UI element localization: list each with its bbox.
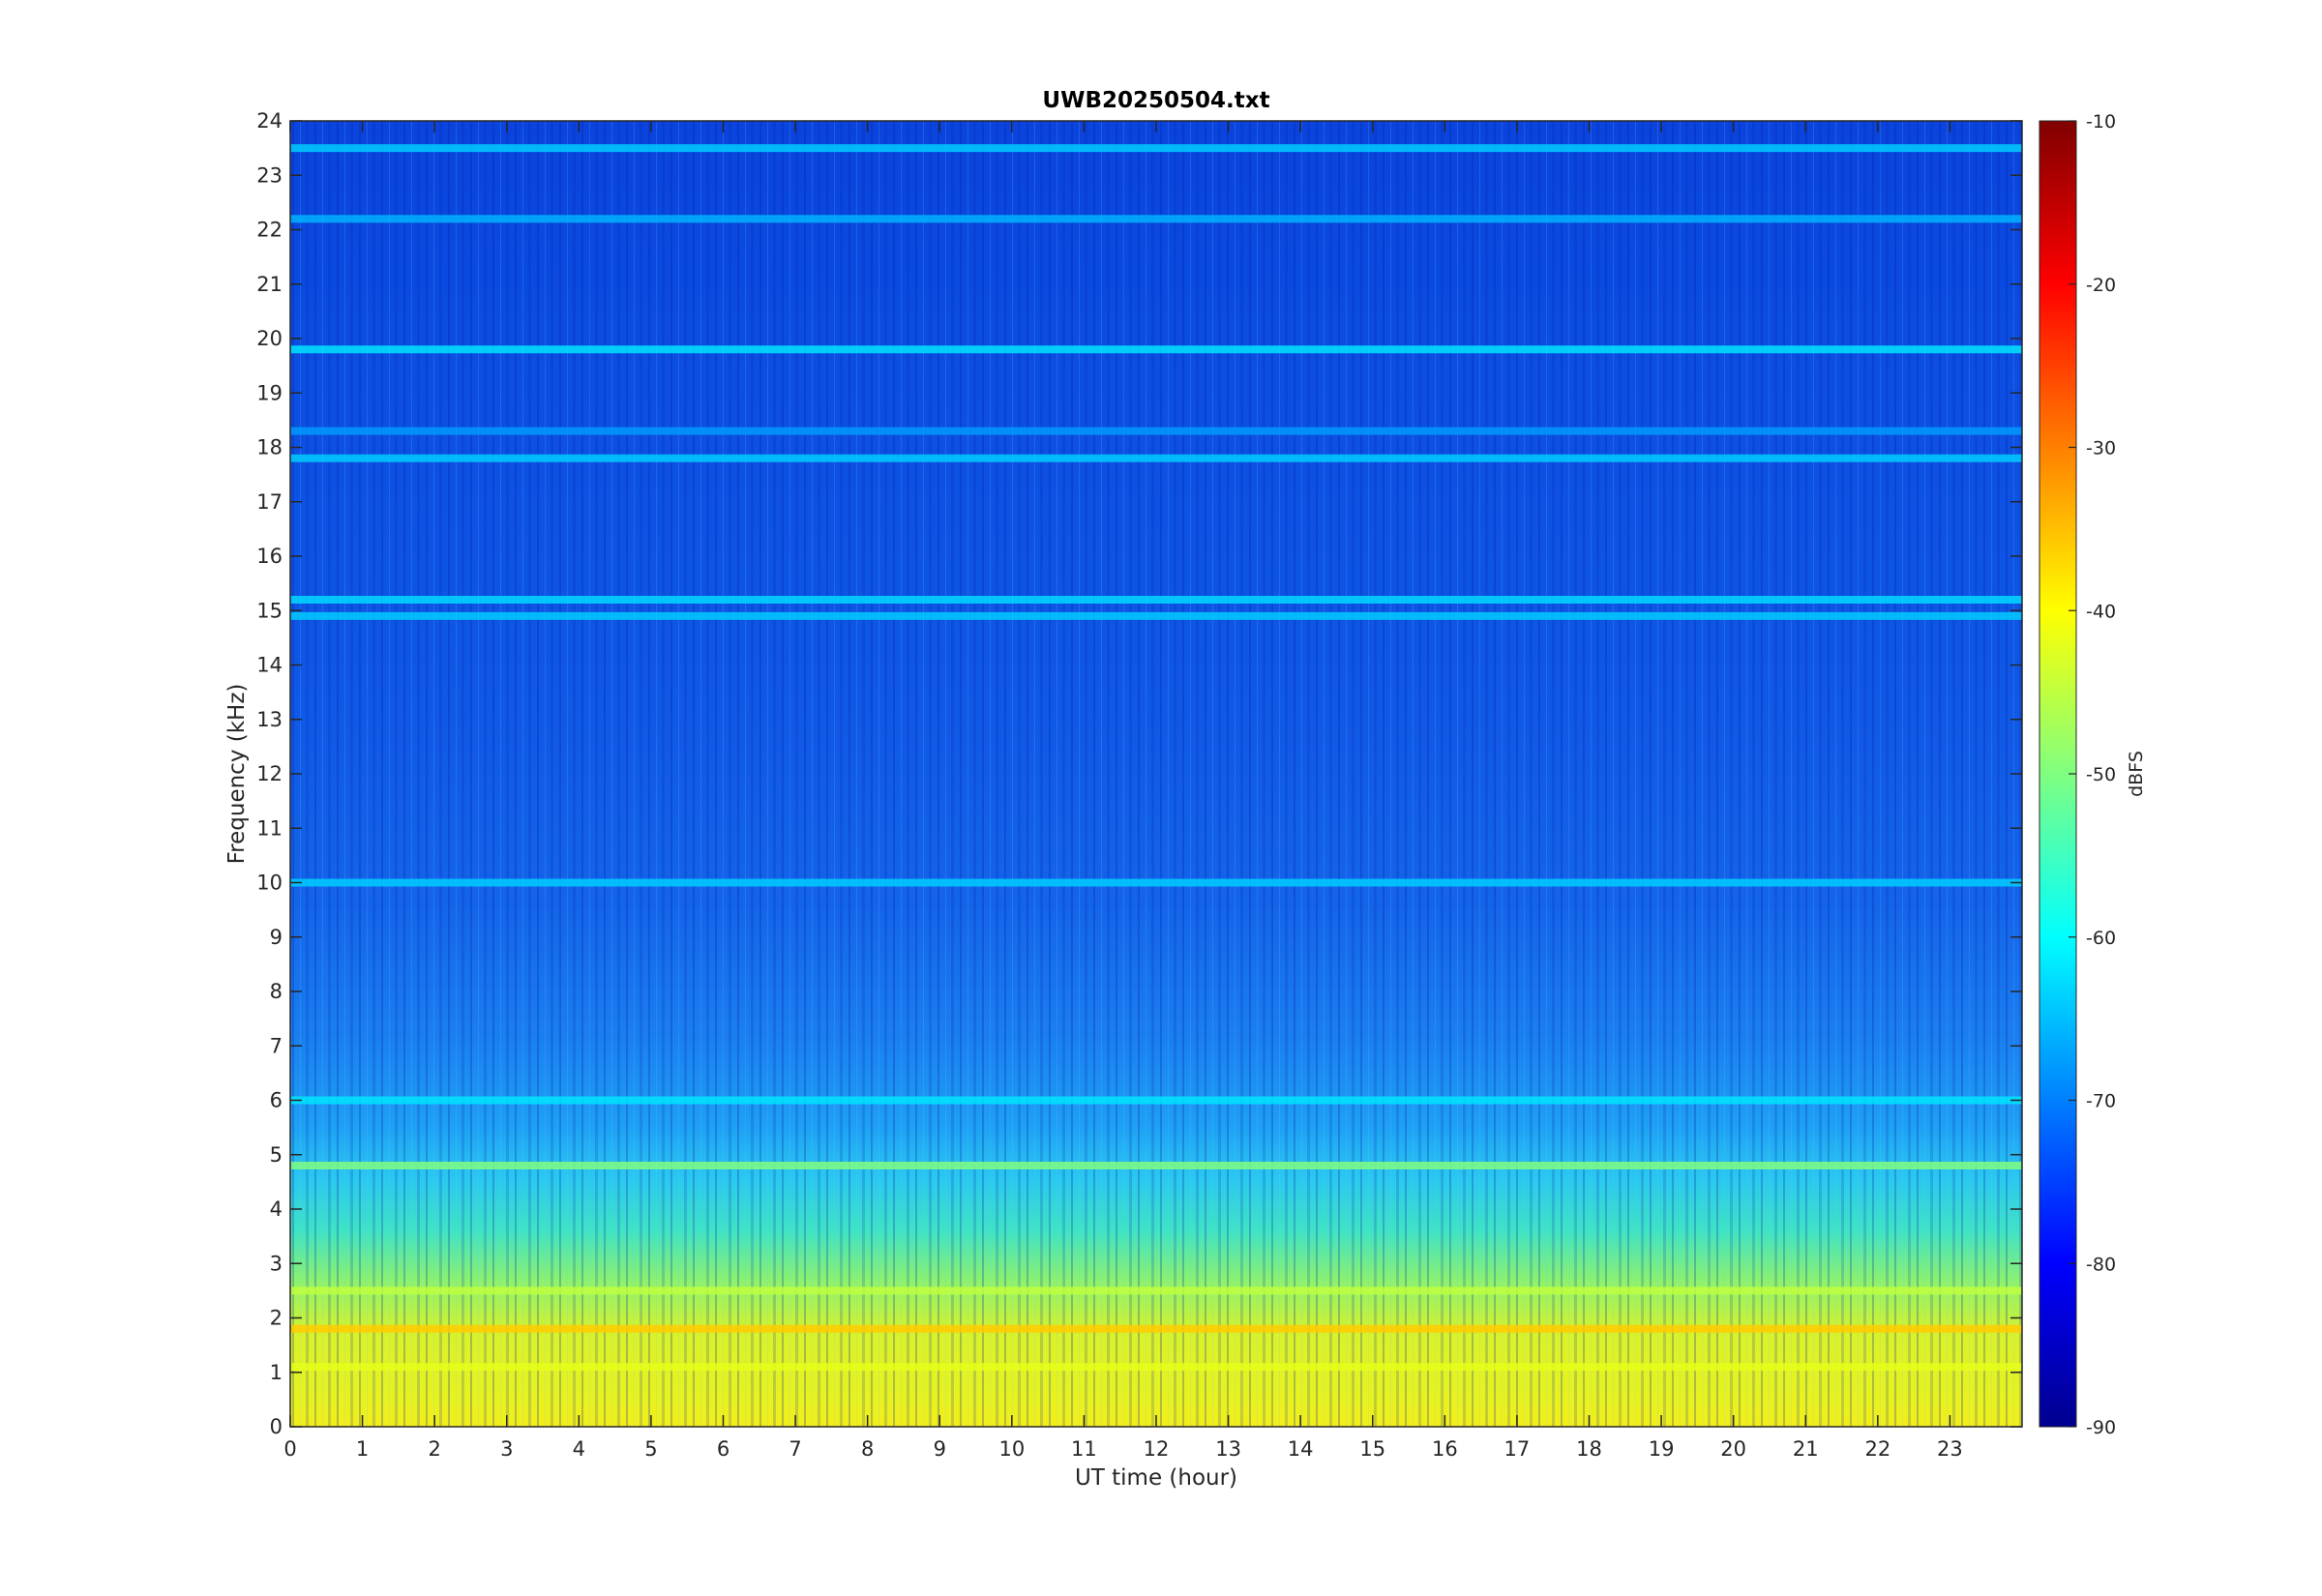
band-3 <box>290 454 2022 462</box>
x-tick-label: 23 <box>1937 1437 1963 1461</box>
y-tick-label: 23 <box>256 163 283 187</box>
x-tick-label: 16 <box>1432 1437 1458 1461</box>
chart-title: UWB20250504.txt <box>1042 88 1269 113</box>
x-tick-label: 12 <box>1144 1437 1170 1461</box>
colorbar-ticks: -90 -80 -70 -60 -50 -40 -30 -20 -10 <box>2069 111 2116 1438</box>
x-axis: 0 1 2 3 4 5 6 7 8 9 10 11 12 13 14 15 16 17 18 19 20 21 22 23 <box>283 121 1963 1461</box>
band-5 <box>290 596 2022 604</box>
x-tick-label: 21 <box>1793 1437 1819 1461</box>
y-tick-label: 3 <box>270 1252 283 1275</box>
x-tick-label: 20 <box>1720 1437 1746 1461</box>
x-tick-label: 5 <box>644 1437 657 1461</box>
band-2 <box>290 215 2022 223</box>
x-tick-label: 7 <box>789 1437 801 1461</box>
x-tick-label: 3 <box>500 1437 513 1461</box>
x-tick-label: 8 <box>861 1437 874 1461</box>
y-tick-label: 19 <box>256 381 283 404</box>
x-tick-label: 11 <box>1071 1437 1097 1461</box>
y-tick-label: 22 <box>256 219 283 242</box>
band-0 <box>290 345 2022 354</box>
y-tick-label: 4 <box>270 1197 283 1221</box>
colorbar-tick-label: -60 <box>2086 928 2116 949</box>
colorbar-tick-label: -70 <box>2086 1091 2116 1112</box>
colorbar-tick-label: -90 <box>2086 1417 2116 1438</box>
y-tick-label: 12 <box>256 762 283 785</box>
band-10 <box>290 1286 2022 1295</box>
y-tick-label: 14 <box>256 654 283 677</box>
spectral-bands <box>290 144 2022 1372</box>
band-4 <box>290 427 2022 435</box>
spectrogram-texture <box>290 121 2022 1427</box>
band-7 <box>290 878 2022 887</box>
y-tick-label: 1 <box>270 1361 283 1384</box>
y-tick-label: 7 <box>270 1034 283 1057</box>
y-tick-label: 10 <box>256 872 283 895</box>
band-1 <box>290 144 2022 153</box>
band-12 <box>290 1363 2022 1372</box>
y-tick-label: 24 <box>256 109 283 133</box>
x-tick-label: 15 <box>1359 1437 1385 1461</box>
x-tick-label: 13 <box>1215 1437 1241 1461</box>
y-tick-label: 11 <box>256 816 283 840</box>
y-tick-label: 16 <box>256 545 283 568</box>
x-tick-label: 18 <box>1576 1437 1602 1461</box>
band-6 <box>290 611 2022 620</box>
plot-area <box>290 121 2022 1427</box>
y-tick-label: 15 <box>256 599 283 622</box>
y-tick-label: 20 <box>256 327 283 350</box>
y-tick-label: 21 <box>256 273 283 296</box>
y-tick-label: 18 <box>256 436 283 459</box>
colorbar-tick-label: -50 <box>2086 764 2116 785</box>
band-8 <box>290 1096 2022 1105</box>
x-tick-label: 19 <box>1649 1437 1675 1461</box>
x-tick-label: 0 <box>283 1437 296 1461</box>
colorbar-tick-label: -40 <box>2086 601 2116 622</box>
x-tick-label: 4 <box>573 1437 585 1461</box>
colorbar: -90 -80 -70 -60 -50 -40 -30 -20 -10 dBFS <box>2039 111 2147 1438</box>
colorbar-tick-label: -10 <box>2086 111 2116 133</box>
y-axis-label: Frequency (kHz) <box>224 684 250 865</box>
y-tick-label: 13 <box>256 708 283 731</box>
band-11 <box>290 1324 2022 1333</box>
x-axis-label: UT time (hour) <box>1075 1465 1237 1491</box>
y-tick-label: 17 <box>256 490 283 514</box>
x-tick-label: 22 <box>1864 1437 1890 1461</box>
x-tick-label: 9 <box>934 1437 946 1461</box>
colorbar-tick-label: -30 <box>2086 438 2116 459</box>
x-tick-label: 6 <box>717 1437 729 1461</box>
x-tick-label: 2 <box>428 1437 440 1461</box>
colorbar-tick-label: -80 <box>2086 1254 2116 1275</box>
y-tick-label: 2 <box>270 1307 283 1330</box>
x-tick-label: 14 <box>1288 1437 1314 1461</box>
colorbar-label: dBFS <box>2126 751 2147 797</box>
y-tick-label: 5 <box>270 1143 283 1167</box>
band-9 <box>290 1162 2022 1169</box>
x-tick-label: 10 <box>998 1437 1025 1461</box>
colorbar-tick-label: -20 <box>2086 275 2116 296</box>
y-tick-label: 6 <box>270 1089 283 1112</box>
y-tick-label: 0 <box>270 1415 283 1438</box>
y-tick-label: 8 <box>270 980 283 1003</box>
x-tick-label: 1 <box>356 1437 369 1461</box>
y-tick-label: 9 <box>270 926 283 949</box>
x-tick-label: 17 <box>1504 1437 1531 1461</box>
